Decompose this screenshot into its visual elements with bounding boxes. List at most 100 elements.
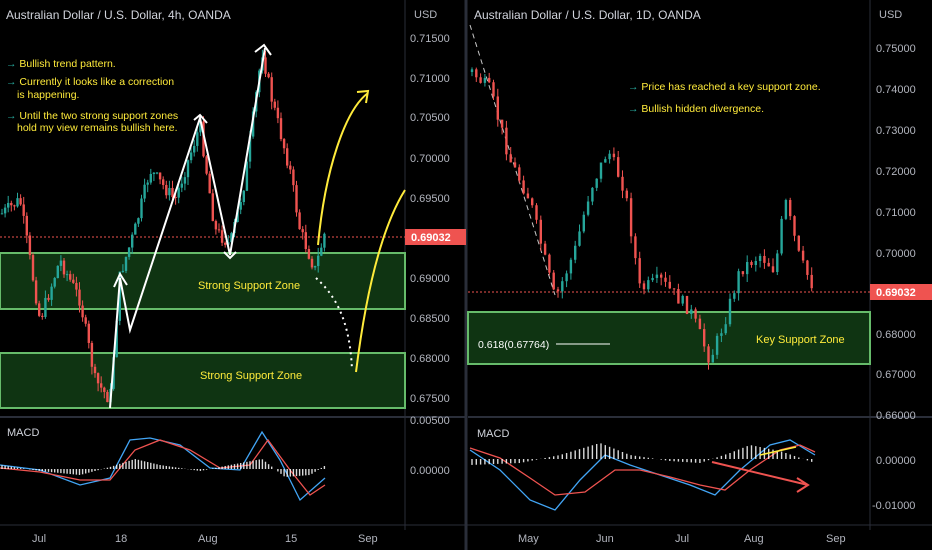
candle-body (720, 333, 723, 336)
macd-histogram-bar (471, 459, 473, 465)
candle-body (162, 179, 165, 185)
candle-body (621, 176, 624, 191)
candle-body (733, 293, 736, 299)
macd-histogram-bar (60, 469, 62, 474)
macd-histogram-bar (660, 459, 662, 460)
macd-histogram-bar (561, 454, 563, 459)
bullish-projection-arrow (317, 92, 369, 246)
macd-histogram-bar (608, 446, 611, 459)
macd-histogram-bar (218, 467, 220, 469)
candle-body (103, 387, 106, 392)
candle-body (0, 213, 4, 215)
candle-body (62, 260, 66, 275)
macd-histogram-bar (35, 469, 37, 471)
macd-histogram-bar (673, 459, 675, 462)
macd-histogram-bar (643, 457, 645, 459)
macd-histogram-bar (475, 459, 477, 465)
macd-histogram-bar (759, 447, 761, 459)
candle-body (165, 184, 168, 196)
candle-body (205, 156, 208, 174)
left-y-tick: 0.70000 (410, 153, 450, 165)
candle-body (292, 169, 295, 186)
candle-body (28, 235, 32, 256)
candle-body (174, 196, 177, 198)
macd-histogram-bar (112, 465, 115, 469)
divergence-arrow (711, 461, 809, 486)
left-x-tick: 15 (285, 533, 297, 545)
candle-body (638, 258, 641, 284)
candle-body (612, 153, 616, 158)
candle-body (137, 218, 140, 224)
candle-body (230, 233, 233, 243)
right-last-price-value: 0.69032 (876, 287, 916, 299)
macd-histogram-bar (522, 459, 525, 463)
macd-histogram-bar (742, 447, 744, 459)
candle-body (65, 274, 69, 276)
macd-histogram-bar (221, 466, 223, 469)
candle-body (16, 198, 19, 207)
candle-body (703, 329, 706, 347)
candle-body (518, 167, 521, 181)
macd-histogram-bar (302, 469, 304, 476)
candle-body (217, 229, 221, 231)
candle-body (286, 148, 289, 166)
candle-body (595, 178, 598, 188)
right-x-tick: Sep (826, 533, 846, 545)
macd-histogram-bar (1, 465, 3, 469)
right-macd-tick: -0.01000 (872, 500, 915, 512)
candle-body (214, 221, 218, 230)
candle-body (301, 229, 304, 233)
macd-histogram-bar (720, 455, 723, 459)
candle-body (320, 247, 323, 256)
macd-histogram-bar (557, 455, 559, 459)
macd-histogram-bar (591, 445, 594, 459)
macd-histogram-bar (190, 469, 192, 470)
macd-histogram-bar (750, 445, 753, 459)
macd-histogram-bar (106, 467, 109, 469)
macd-histogram-bar (785, 453, 787, 459)
candle-body (307, 249, 311, 259)
macd-histogram-bar (131, 459, 133, 469)
candle-body (806, 260, 809, 275)
macd-histogram-bar (768, 448, 770, 459)
macd-histogram-bar (252, 460, 254, 469)
candle-body (3, 207, 7, 214)
key-support-zone-label: Key Support Zone (756, 334, 845, 346)
candle-body (298, 212, 301, 230)
candle-body (199, 121, 202, 133)
candle-body (72, 279, 75, 283)
macd-histogram-bar (10, 466, 12, 469)
candle-body (78, 289, 81, 306)
macd-histogram-bar (651, 458, 654, 459)
macd-histogram-bar (690, 459, 692, 463)
macd-histogram-bar (143, 461, 146, 469)
macd-histogram-bar (128, 460, 130, 469)
candle-body (323, 233, 326, 248)
right-notes: → Price has reached a key support zone. … (628, 81, 821, 115)
candle-body (698, 318, 702, 330)
macd-histogram-bar (570, 451, 572, 459)
left-macd-tick: 0.00000 (410, 465, 450, 477)
macd-histogram-bar (647, 457, 649, 459)
right-y-tick: 0.67000 (876, 369, 916, 381)
macd-histogram-bar (664, 459, 667, 461)
candle-body (310, 258, 314, 268)
candle-body (295, 185, 298, 213)
macd-histogram-bar (548, 457, 551, 459)
candle-body (599, 162, 603, 179)
macd-histogram-bar (240, 462, 242, 469)
macd-histogram-bar (227, 465, 229, 469)
macd-histogram-bar (604, 445, 606, 459)
candle-body (789, 199, 792, 217)
candle-body (115, 320, 118, 358)
candle-body (754, 261, 757, 266)
candle-body (202, 121, 205, 157)
candle-body (548, 254, 551, 273)
macd-histogram-bar (669, 459, 671, 461)
left-y-tick: 0.69500 (410, 193, 450, 205)
macd-histogram-bar (314, 469, 316, 472)
candle-body (513, 162, 517, 168)
right-x-tick: Aug (744, 533, 764, 545)
macd-histogram-bar (215, 467, 217, 469)
candle-body (168, 187, 171, 196)
